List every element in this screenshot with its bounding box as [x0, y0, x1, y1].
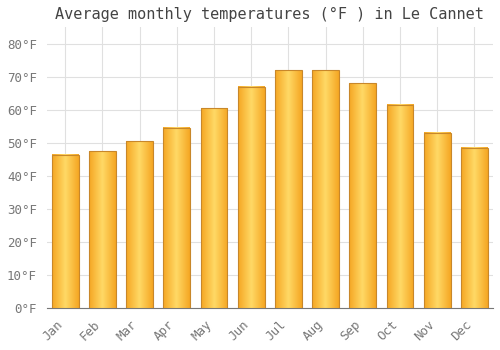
Bar [424, 133, 450, 308]
Bar [89, 151, 116, 308]
Bar [275, 70, 302, 308]
Bar [126, 141, 153, 308]
Bar [164, 128, 190, 308]
Bar [312, 70, 339, 308]
Title: Average monthly temperatures (°F ) in Le Cannet: Average monthly temperatures (°F ) in Le… [56, 7, 484, 22]
Bar [238, 87, 264, 308]
Bar [461, 148, 488, 308]
Bar [52, 155, 78, 308]
Bar [200, 108, 228, 308]
Bar [386, 105, 413, 308]
Bar [350, 84, 376, 308]
